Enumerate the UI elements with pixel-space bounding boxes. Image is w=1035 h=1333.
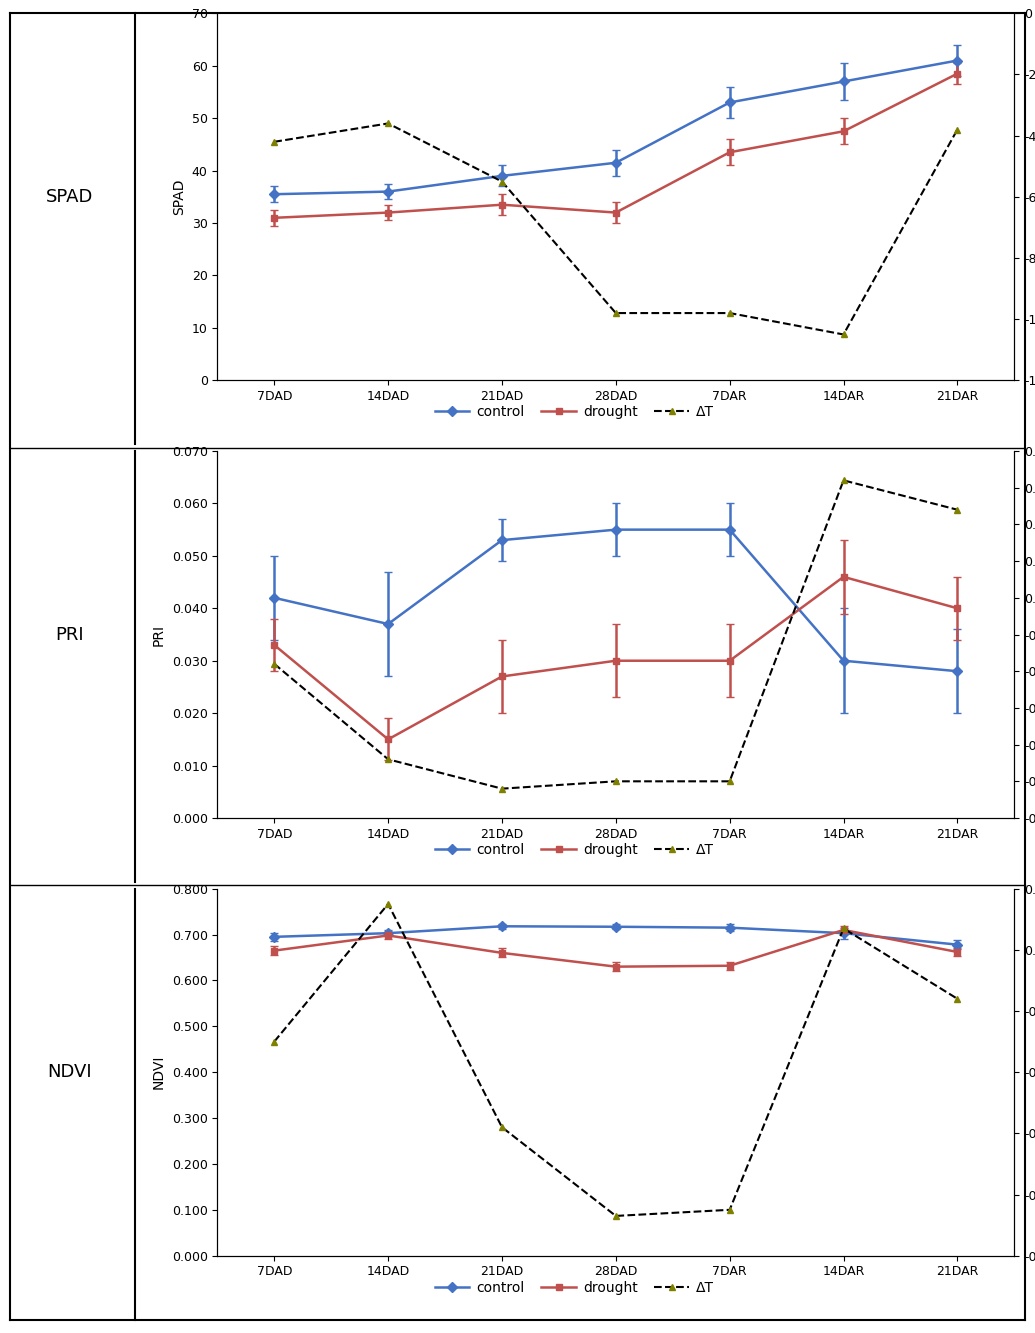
ΔT: [837, 472, 850, 488]
ΔT: [723, 305, 736, 321]
Y-axis label: NDVI: NDVI: [152, 1054, 166, 1089]
ΔT: [496, 1120, 508, 1136]
ΔT: [496, 781, 508, 797]
ΔT: [610, 305, 622, 321]
Text: SPAD: SPAD: [47, 188, 93, 205]
ΔT: [382, 752, 394, 768]
ΔT: [951, 121, 964, 137]
Line: ΔT: ΔT: [271, 120, 960, 339]
Line: ΔT: ΔT: [271, 901, 960, 1220]
Line: ΔT: ΔT: [271, 477, 960, 792]
ΔT: [723, 1202, 736, 1218]
ΔT: [268, 1033, 280, 1049]
ΔT: [268, 656, 280, 672]
ΔT: [951, 990, 964, 1006]
ΔT: [837, 920, 850, 936]
Text: PRI: PRI: [56, 625, 84, 644]
ΔT: [382, 116, 394, 132]
Legend: control, drought, ΔT: control, drought, ΔT: [430, 1276, 719, 1300]
ΔT: [837, 327, 850, 343]
Text: NDVI: NDVI: [48, 1064, 92, 1081]
Y-axis label: SPAD: SPAD: [172, 179, 186, 215]
Legend: control, drought, ΔT: control, drought, ΔT: [430, 400, 719, 425]
ΔT: [496, 173, 508, 189]
ΔT: [382, 896, 394, 912]
Legend: control, drought, ΔT: control, drought, ΔT: [430, 837, 719, 862]
ΔT: [268, 133, 280, 149]
ΔT: [951, 501, 964, 517]
ΔT: [610, 1208, 622, 1224]
ΔT: [723, 773, 736, 789]
Y-axis label: PRI: PRI: [152, 624, 166, 645]
ΔT: [610, 773, 622, 789]
